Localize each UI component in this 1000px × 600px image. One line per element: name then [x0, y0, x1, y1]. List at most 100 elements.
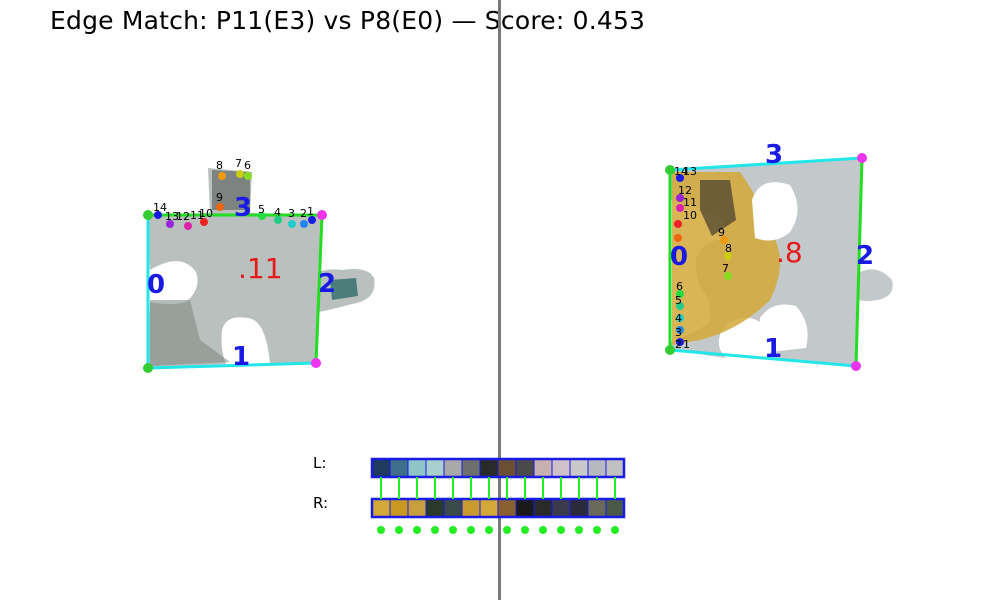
sample-point [308, 216, 316, 224]
sample-point [184, 222, 192, 230]
left-swatch [533, 458, 553, 478]
left-swatch [443, 458, 463, 478]
right-swatch [605, 498, 625, 518]
point-label: 11 [683, 196, 697, 209]
left-sample-points [154, 170, 316, 230]
sample-point [288, 220, 296, 228]
sample-point [676, 314, 684, 322]
point-label: 13 [683, 165, 697, 178]
point-label: 4 [274, 206, 281, 219]
point-label: 7 [235, 157, 242, 170]
point-label: 5 [258, 203, 265, 216]
point-label: 7 [722, 262, 729, 275]
right-swatch [443, 498, 463, 518]
right-piece: 14 13 12 11 10 9 8 7 6 5 4 3 2 1 0 1 2 3… [665, 140, 893, 371]
right-point-labels: 14 13 12 11 10 9 8 7 6 5 4 3 2 1 [674, 165, 732, 351]
point-label: 12 [678, 184, 692, 197]
right-piece-notch-bottom [759, 304, 808, 352]
right-color-strip [370, 497, 626, 519]
left-swatch [551, 458, 571, 478]
match-dot [395, 526, 403, 534]
sample-point [676, 194, 684, 202]
point-label: 2 [300, 207, 307, 220]
sample-point [274, 216, 282, 224]
sample-point [676, 338, 684, 346]
sample-point [236, 170, 244, 178]
left-piece-teal-tab [330, 278, 358, 300]
left-swatch [479, 458, 499, 478]
left-edge-1 [147, 361, 317, 370]
match-dot [377, 526, 385, 534]
point-label: 11 [190, 209, 204, 222]
edge-match-title: Edge Match: P11(E3) vs P8(E0) — Score: 0… [50, 6, 646, 35]
left-swatch [371, 458, 391, 478]
point-label: 4 [675, 312, 682, 325]
sample-point [154, 211, 162, 219]
sample-point [724, 252, 732, 260]
right-edge-label-3: 3 [765, 140, 783, 170]
point-label: 10 [199, 207, 213, 220]
sample-point [166, 220, 174, 228]
sample-point [216, 203, 224, 211]
right-swatch [425, 498, 445, 518]
point-label: 3 [288, 207, 295, 220]
point-label: 5 [675, 294, 682, 307]
match-dot [413, 526, 421, 534]
match-dot [575, 526, 583, 534]
left-piece-shadow [150, 300, 230, 366]
right-swatch [371, 498, 391, 518]
left-corner [143, 363, 153, 373]
left-swatch [569, 458, 589, 478]
point-label: 1 [683, 338, 690, 351]
left-swatch [515, 458, 535, 478]
match-dot [593, 526, 601, 534]
point-label: 14 [153, 201, 167, 214]
left-swatch [461, 458, 481, 478]
left-corner [317, 210, 327, 220]
match-dot [431, 526, 439, 534]
right-corner [857, 153, 867, 163]
right-corner [665, 165, 675, 175]
right-swatch [479, 498, 499, 518]
left-edge-2 [314, 214, 324, 364]
left-swatch [389, 458, 409, 478]
match-links [380, 477, 616, 499]
left-piece-id: .11 [238, 252, 283, 285]
point-label: 8 [216, 159, 223, 172]
right-swatch-frame [370, 497, 626, 519]
sample-point [218, 172, 226, 180]
left-edge-label-1: 1 [232, 342, 250, 372]
left-swatch-frame [370, 457, 626, 479]
point-label: 3 [675, 326, 682, 339]
sample-point [200, 218, 208, 226]
point-label: 14 [674, 165, 688, 178]
point-label: 8 [725, 242, 732, 255]
point-label: 6 [244, 159, 251, 172]
sample-point [258, 212, 266, 220]
match-dot [467, 526, 475, 534]
left-piece-tab-dark [212, 170, 250, 210]
match-dots [377, 526, 619, 534]
left-corner [143, 210, 153, 220]
right-piece-id: .8 [776, 236, 803, 269]
right-sample-points [674, 174, 732, 346]
right-edge-3 [669, 156, 863, 172]
sample-point [724, 272, 732, 280]
point-label: 2 [675, 338, 682, 351]
sample-point [244, 172, 252, 180]
left-edge-label-2: 2 [318, 269, 336, 299]
left-swatch [497, 458, 517, 478]
left-color-strip [370, 457, 626, 479]
color-strips: L: R: [313, 454, 626, 534]
match-dot [539, 526, 547, 534]
right-piece-dark-region [700, 180, 736, 236]
right-edge-2 [854, 157, 864, 367]
point-label: 13 [165, 210, 179, 223]
right-swatch [497, 498, 517, 518]
right-edge-label-1: 1 [764, 334, 782, 364]
sample-point [674, 234, 682, 242]
sample-point [676, 204, 684, 212]
left-piece-body [148, 168, 375, 368]
right-swatch [533, 498, 553, 518]
match-dot [503, 526, 511, 534]
